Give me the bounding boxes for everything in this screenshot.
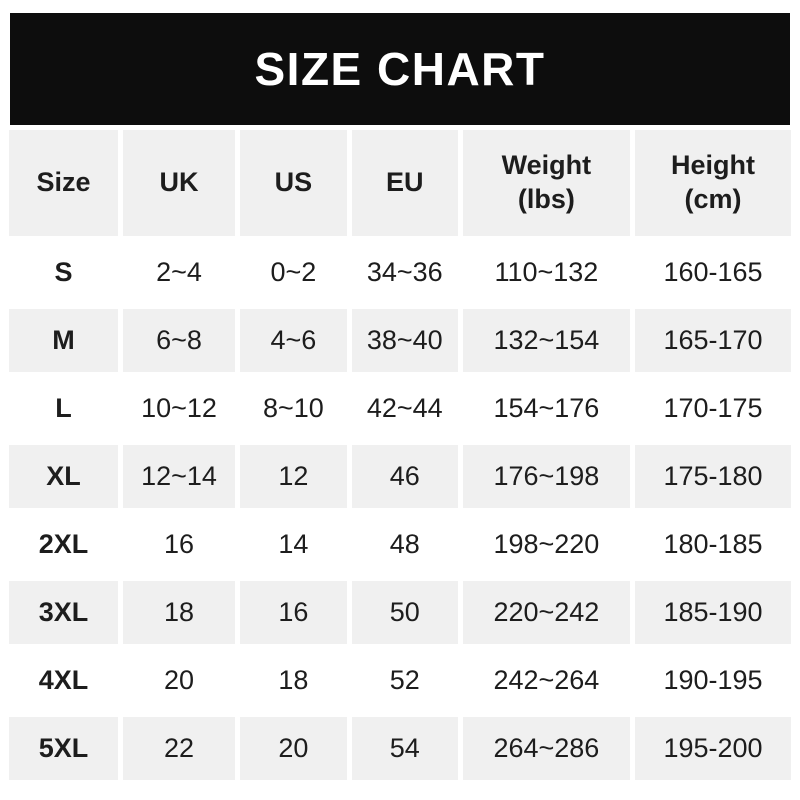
header-sublabel: (cm) (684, 184, 742, 214)
size-cell: M (9, 309, 118, 372)
table-row-xl: XL 12~14 12 46 176~198 175-180 (9, 445, 791, 508)
table-row-m: M 6~8 4~6 38~40 132~154 165-170 (9, 309, 791, 372)
eu-cell: 52 (351, 649, 458, 712)
table-row-5xl: 5XL 22 20 54 264~286 195-200 (9, 717, 791, 780)
height-cell: 175-180 (635, 445, 791, 508)
us-cell: 20 (240, 717, 347, 780)
us-cell: 14 (240, 513, 347, 576)
header-cell-weight: Weight (lbs) (462, 130, 631, 236)
size-cell: 4XL (9, 649, 118, 712)
uk-cell: 6~8 (123, 309, 236, 372)
table-header: Size UK US EU (9, 130, 791, 236)
header-label: UK (159, 167, 199, 198)
header-cell-uk: UK (123, 130, 236, 236)
uk-cell: 20 (123, 649, 236, 712)
header-row: Size UK US EU (9, 130, 791, 236)
eu-cell: 38~40 (351, 309, 458, 372)
us-cell: 12 (240, 445, 347, 508)
weight-cell: 220~242 (462, 581, 631, 644)
eu-cell: 46 (351, 445, 458, 508)
header-label: Height (671, 150, 756, 181)
height-cell: 190-195 (635, 649, 791, 712)
header-cell-eu: EU (351, 130, 458, 236)
eu-cell: 54 (351, 717, 458, 780)
table-row-3xl: 3XL 18 16 50 220~242 185-190 (9, 581, 791, 644)
size-cell: L (9, 377, 118, 440)
us-cell: 16 (240, 581, 347, 644)
banner-title: SIZE CHART (254, 43, 546, 95)
height-cell: 160-165 (635, 241, 791, 304)
header-label: EU (385, 167, 424, 198)
height-cell: 180-185 (635, 513, 791, 576)
weight-cell: 198~220 (462, 513, 631, 576)
header-cell-size: Size (9, 130, 118, 236)
eu-cell: 34~36 (351, 241, 458, 304)
table-body: S 2~4 0~2 34~36 110~132 160-165 M 6~8 4~… (9, 241, 791, 780)
weight-cell: 264~286 (462, 717, 631, 780)
size-table-wrapper: Size UK US EU (0, 125, 800, 785)
weight-cell: 154~176 (462, 377, 631, 440)
size-table: Size UK US EU (4, 125, 796, 785)
table-row-4xl: 4XL 20 18 52 242~264 190-195 (9, 649, 791, 712)
weight-cell: 110~132 (462, 241, 631, 304)
header-label: Size (36, 167, 91, 198)
size-chart-banner: SIZE CHART (10, 13, 790, 125)
table-row-2xl: 2XL 16 14 48 198~220 180-185 (9, 513, 791, 576)
eu-cell: 48 (351, 513, 458, 576)
us-cell: 8~10 (240, 377, 347, 440)
us-cell: 0~2 (240, 241, 347, 304)
eu-cell: 42~44 (351, 377, 458, 440)
uk-cell: 16 (123, 513, 236, 576)
header-cell-height: Height (cm) (635, 130, 791, 236)
weight-cell: 132~154 (462, 309, 631, 372)
table-row-l: L 10~12 8~10 42~44 154~176 170-175 (9, 377, 791, 440)
size-cell: 5XL (9, 717, 118, 780)
height-cell: 195-200 (635, 717, 791, 780)
height-cell: 185-190 (635, 581, 791, 644)
header-sublabel: (lbs) (517, 184, 575, 214)
size-cell: S (9, 241, 118, 304)
height-cell: 165-170 (635, 309, 791, 372)
size-cell: 2XL (9, 513, 118, 576)
size-cell: 3XL (9, 581, 118, 644)
us-cell: 18 (240, 649, 347, 712)
weight-cell: 242~264 (462, 649, 631, 712)
size-cell: XL (9, 445, 118, 508)
us-cell: 4~6 (240, 309, 347, 372)
header-cell-us: US (240, 130, 347, 236)
table-row-s: S 2~4 0~2 34~36 110~132 160-165 (9, 241, 791, 304)
header-label: Weight (501, 150, 592, 181)
height-cell: 170-175 (635, 377, 791, 440)
uk-cell: 22 (123, 717, 236, 780)
header-label: US (274, 167, 313, 198)
uk-cell: 18 (123, 581, 236, 644)
uk-cell: 2~4 (123, 241, 236, 304)
weight-cell: 176~198 (462, 445, 631, 508)
eu-cell: 50 (351, 581, 458, 644)
uk-cell: 10~12 (123, 377, 236, 440)
uk-cell: 12~14 (123, 445, 236, 508)
